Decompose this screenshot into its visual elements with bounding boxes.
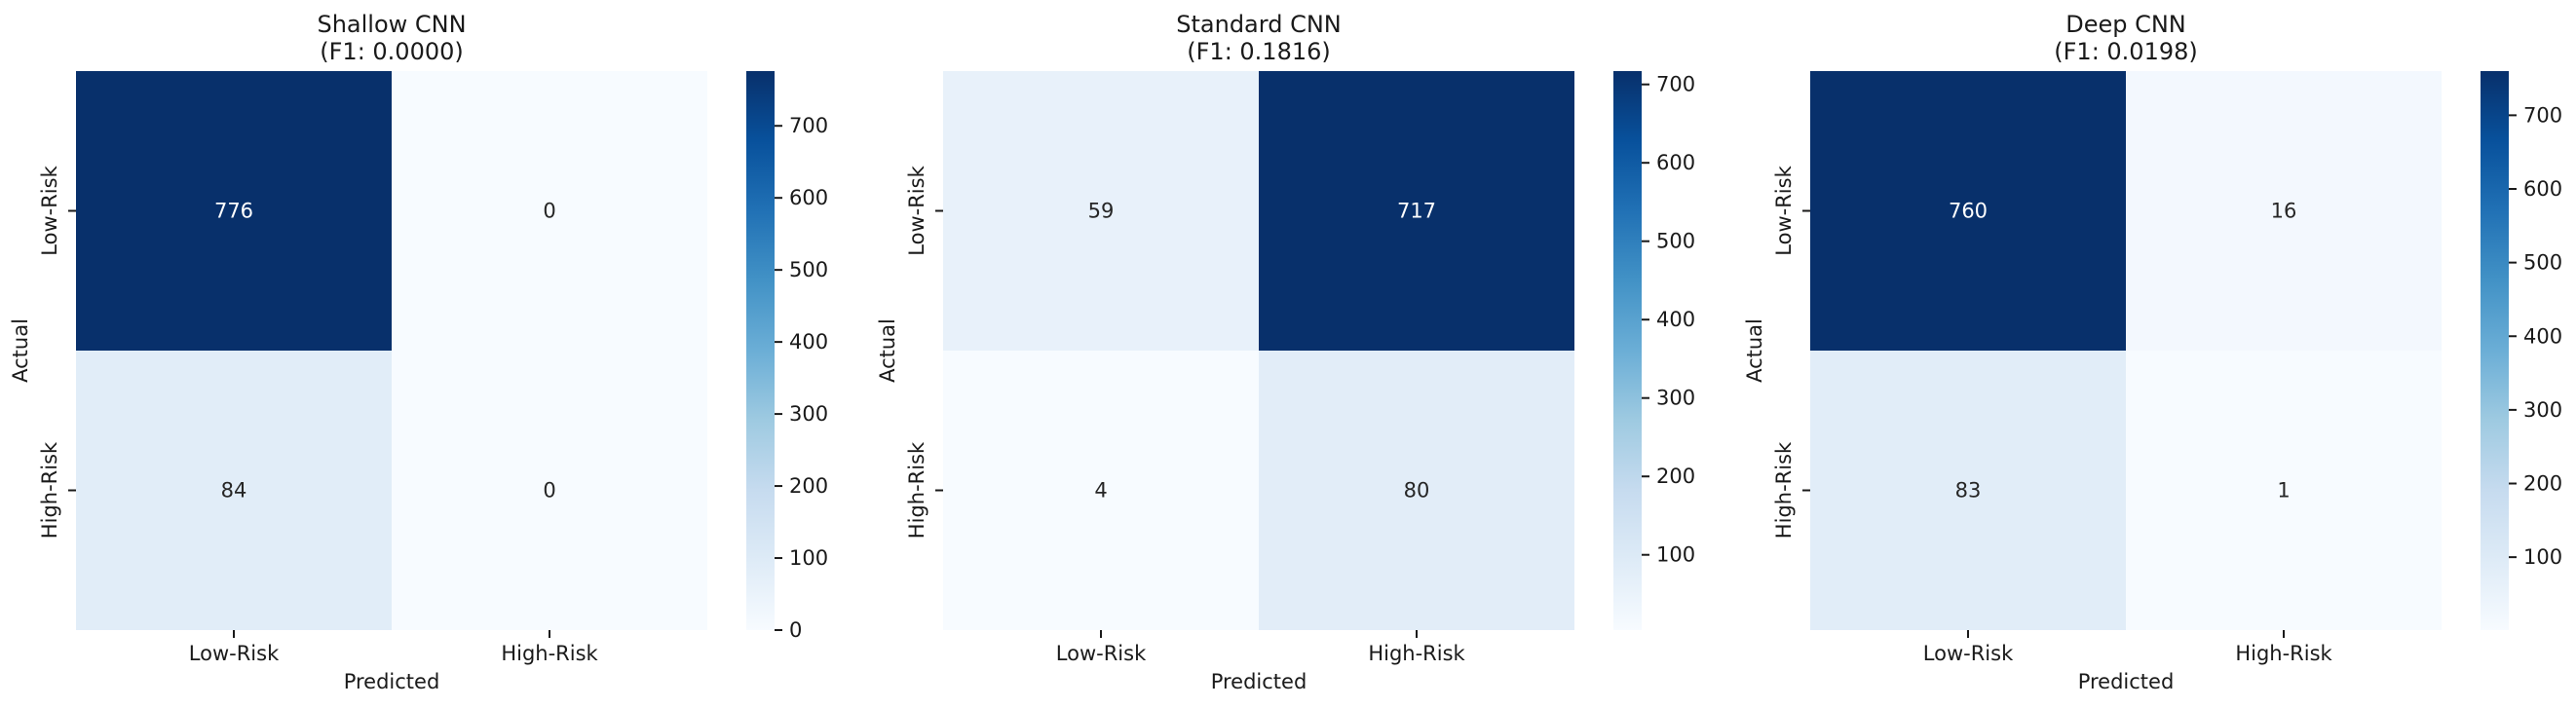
colorbar-tick-label: 500: [1656, 230, 1695, 253]
cell-value-label: 4: [1094, 479, 1107, 503]
heatmap-panel-2: Standard CNN(F1: 0.1816) 59 717 4 80 Low-Risk…: [876, 11, 1695, 693]
y-axis-label: Actual: [876, 318, 899, 383]
heatmap-cell-r2-c2: [2126, 351, 2442, 630]
heatmap-cell-r2-c1: [1810, 351, 2126, 630]
colorbar-tick-label: 600: [1656, 151, 1695, 174]
chart-subtitle: (F1: 0.1816): [1187, 38, 1331, 65]
colorbar-tick-label: 400: [789, 330, 828, 354]
colorbar-tick-label: 200: [789, 474, 828, 498]
cell-value-label: 760: [1949, 200, 1988, 223]
x-tick-label: High-Risk: [2235, 642, 2332, 665]
colorbar-tick-label: 700: [1656, 73, 1695, 96]
colorbar-tick-label: 100: [789, 546, 828, 570]
heatmap-cell-r1-c1: [1810, 71, 2126, 351]
y-tick-label: Low-Risk: [905, 165, 928, 255]
colorbar: [1613, 71, 1642, 630]
colorbar-tick-label: 200: [2523, 472, 2562, 496]
cell-value-label: 0: [543, 479, 555, 503]
chart-title: Standard CNN: [1176, 11, 1341, 38]
cell-value-label: 84: [221, 479, 247, 503]
y-axis-label: Actual: [1743, 318, 1766, 383]
heatmap-cell-r1-c2: [1259, 71, 1574, 351]
heatmap-cell-r2-c2: [1259, 351, 1574, 630]
colorbar-tick-label: 600: [789, 186, 828, 209]
colorbar-tick-label: 700: [789, 114, 828, 137]
colorbar-tick-label: 600: [2523, 177, 2562, 201]
x-tick-label: High-Risk: [1368, 642, 1465, 665]
colorbar-tick-label: 400: [1656, 308, 1695, 331]
cell-value-label: 717: [1397, 200, 1436, 223]
y-tick-label: High-Risk: [905, 441, 928, 539]
heatmap-cell-r2-c2: [392, 351, 707, 630]
x-tick-label: Low-Risk: [189, 642, 280, 665]
cell-value-label: 83: [1955, 479, 1982, 503]
colorbar-tick-label: 0: [789, 618, 802, 642]
colorbar-tick-label: 300: [1656, 387, 1695, 410]
chart-subtitle: (F1: 0.0198): [2054, 38, 2198, 65]
x-tick-label: Low-Risk: [1056, 642, 1147, 665]
colorbar-tick-label: 100: [2523, 545, 2562, 569]
heatmap-cell-r1-c1: [943, 71, 1259, 351]
heatmap-cell-r1-c2: [392, 71, 707, 351]
x-axis-label: Predicted: [344, 670, 440, 693]
heatmap-cell-r2-c1: [943, 351, 1259, 630]
y-tick-label: High-Risk: [38, 441, 61, 539]
colorbar-tick-label: 500: [2523, 251, 2562, 275]
heatmap-panel-3: Deep CNN(F1: 0.0198) 760 16 83 1 Low-Risk High…: [1743, 11, 2562, 693]
cell-value-label: 59: [1088, 200, 1115, 223]
heatmap-cell-r2-c1: [76, 351, 392, 630]
colorbar-tick-label: 500: [789, 258, 828, 281]
chart-title: Deep CNN: [2065, 11, 2186, 38]
x-axis-label: Predicted: [2078, 670, 2175, 693]
colorbar-tick-label: 700: [2523, 103, 2562, 127]
chart-title: Shallow CNN: [317, 11, 466, 38]
cell-value-label: 0: [543, 200, 555, 223]
x-axis-label: Predicted: [1211, 670, 1307, 693]
heatmap-cell-r1-c1: [76, 71, 392, 351]
chart-subtitle: (F1: 0.0000): [320, 38, 464, 65]
heatmap-panel-1: Shallow CNN(F1: 0.0000) 776 0 84 0 Low-Risk Hi…: [9, 11, 828, 693]
heatmap-cell-r1-c2: [2126, 71, 2442, 351]
x-tick-label: High-Risk: [501, 642, 598, 665]
y-tick-label: Low-Risk: [38, 165, 61, 255]
y-axis-label: Actual: [9, 318, 32, 383]
colorbar-tick-label: 400: [2523, 324, 2562, 348]
colorbar: [2481, 71, 2509, 630]
colorbar-tick-label: 300: [2523, 398, 2562, 422]
cell-value-label: 80: [1404, 479, 1430, 503]
colorbar-tick-label: 200: [1656, 465, 1695, 488]
colorbar-tick-label: 100: [1656, 543, 1695, 567]
cell-value-label: 1: [2277, 479, 2290, 503]
y-tick-label: High-Risk: [1772, 441, 1796, 539]
cell-value-label: 776: [214, 200, 253, 223]
cell-value-label: 16: [2271, 200, 2297, 223]
x-tick-label: Low-Risk: [1923, 642, 2014, 665]
colorbar-tick-label: 300: [789, 402, 828, 426]
colorbar: [746, 71, 775, 630]
y-tick-label: Low-Risk: [1772, 165, 1796, 255]
